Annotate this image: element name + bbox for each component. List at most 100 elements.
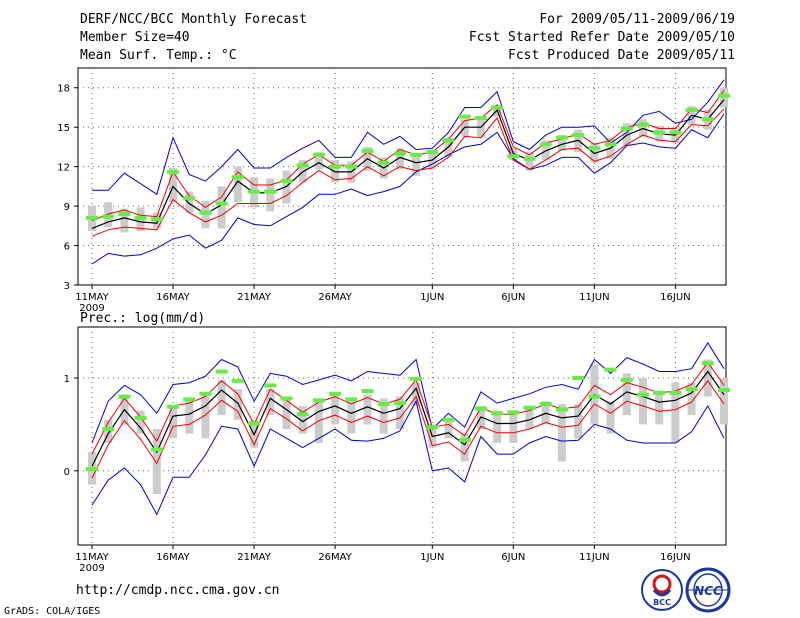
median-marker (86, 466, 98, 471)
median-marker (393, 151, 406, 156)
median-marker (507, 154, 520, 159)
ensemble-box (720, 378, 728, 425)
ensemble-box (541, 140, 550, 161)
x-tick-label: 21MAY (237, 292, 271, 303)
median-marker (183, 196, 196, 201)
median-marker (167, 404, 180, 409)
x-tick-label: 11MAY (75, 292, 109, 303)
ensemble-box (298, 405, 307, 434)
x-tick-label: 1JUN (420, 552, 444, 563)
y-tick-label: 1 (64, 374, 70, 385)
median-marker (150, 217, 163, 222)
ensemble-box (493, 410, 502, 443)
ensemble-box (120, 398, 129, 425)
ensemble-box (185, 401, 194, 434)
ensemble-box (379, 398, 388, 434)
median-marker (215, 201, 228, 206)
median-marker (572, 133, 585, 138)
median-marker (604, 142, 617, 147)
median-marker (442, 417, 455, 422)
member-size: Member Size=40 (80, 30, 190, 45)
median-marker (523, 405, 536, 410)
forecast-period: For 2009/05/11-2009/06/19 (539, 12, 735, 27)
ensemble-box (395, 396, 404, 430)
y-tick-label: 0 (64, 467, 70, 478)
ensemble-box (703, 359, 712, 397)
min-envelope-line (91, 399, 725, 516)
median-marker (588, 394, 601, 399)
median-marker (312, 398, 325, 403)
y-tick-label: 15 (57, 123, 70, 134)
ensemble-box (120, 208, 129, 233)
precipitation-chart: 0 1 11MAY 16MAY 21MAY 26MAY 1JUN 6JUN 11JUN 16JUN… (64, 326, 730, 574)
median-marker (86, 215, 98, 220)
ensemble-box (476, 119, 485, 138)
y-tick-label: 9 (64, 202, 70, 213)
median-marker (474, 115, 487, 120)
ensemble-box (412, 153, 421, 176)
x-tick-label: 16MAY (156, 552, 190, 563)
figure-title: DERF/NCC/BCC Monthly Forecast (80, 12, 307, 27)
x-tick-label: 26MAY (318, 552, 352, 563)
median-marker (491, 105, 504, 110)
upper-spread-line (91, 361, 725, 455)
ensemble-mean-line (91, 370, 725, 467)
ensemble-box (622, 123, 631, 146)
median-marker (718, 93, 730, 98)
x-tick-label: 11JUN (579, 292, 609, 303)
ensemble-box (136, 410, 145, 434)
fcst-produced-date: Fcst Produced Date 2009/05/11 (508, 48, 735, 63)
ncc-logo-text: NCC (694, 584, 722, 598)
median-marker (231, 175, 244, 180)
median-marker (572, 376, 585, 381)
ensemble-box (169, 405, 178, 439)
median-marker (264, 383, 277, 388)
median-marker (361, 148, 374, 153)
x-tick-label: 21MAY (237, 552, 271, 563)
median-marker (507, 410, 520, 415)
x-tick-label: 26MAY (318, 292, 352, 303)
median-marker (118, 211, 131, 216)
ensemble-box (525, 405, 534, 430)
median-marker (685, 108, 698, 113)
median-marker (523, 156, 536, 161)
ensemble-box (266, 389, 275, 416)
ensemble-box (525, 152, 534, 171)
lower-spread-line (91, 108, 725, 237)
median-marker (458, 438, 471, 443)
ensemble-box (331, 394, 340, 425)
median-marker (312, 152, 325, 157)
ensemble-box (266, 178, 275, 212)
median-marker (167, 169, 180, 174)
ensemble-box (687, 382, 696, 416)
median-marker (248, 189, 261, 194)
ensemble-box (638, 119, 647, 137)
lower-spread-line (91, 379, 725, 479)
y-tick-label: 6 (64, 242, 70, 253)
median-marker (361, 389, 374, 394)
x-tick-label: 16MAY (156, 292, 190, 303)
ensemble-box (655, 391, 664, 425)
ensemble-box (412, 382, 421, 406)
ensemble-box (638, 378, 647, 425)
upper-spread-line (91, 90, 725, 222)
ensemble-box (395, 148, 404, 170)
bcc-logo-text: BCC (653, 598, 671, 607)
temp-variable-label: Mean Surf. Temp.: °C (80, 48, 237, 63)
x-tick-label: 16JUN (660, 292, 690, 303)
median-marker (118, 394, 131, 399)
ensemble-box (217, 186, 226, 229)
median-marker (329, 391, 342, 396)
ensemble-box (104, 419, 113, 443)
x-tick-label: 11JUN (579, 552, 609, 563)
ensemble-box (363, 394, 372, 425)
median-marker (377, 401, 390, 406)
source-url[interactable]: http://cmdp.ncc.cma.gov.cn (76, 583, 280, 598)
ensemble-box (444, 419, 453, 439)
median-marker (555, 407, 568, 412)
median-marker (150, 447, 163, 452)
median-marker (248, 421, 261, 426)
plot-frame (77, 67, 727, 286)
grads-credit: GrADS: COLA/IGES (4, 606, 100, 617)
median-marker (669, 390, 682, 395)
